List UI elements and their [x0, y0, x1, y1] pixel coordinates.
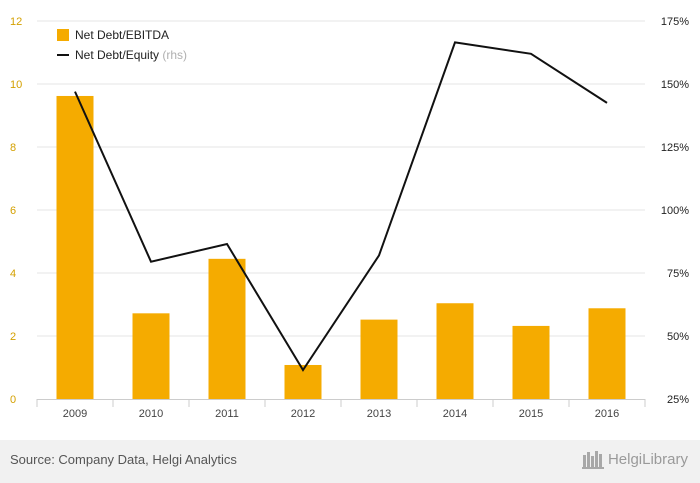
- x-tick-label: 2011: [215, 408, 239, 420]
- library-icon: [581, 451, 604, 469]
- y-right-tick-label: 25%: [667, 394, 689, 406]
- line-series: [74, 41, 608, 372]
- legend: Net Debt/EBITDA Net Debt/Equity (rhs): [57, 28, 187, 62]
- y-left-tick-label: 4: [10, 268, 16, 280]
- y-left-tick-label: 12: [10, 16, 22, 28]
- y-right-tick-label: 175%: [661, 16, 689, 28]
- y-left-tick-label: 6: [10, 205, 16, 217]
- legend-label: Net Debt/Equity (rhs): [75, 48, 187, 62]
- y-left-tick-label: 0: [10, 394, 16, 406]
- bar: [132, 313, 170, 399]
- bar: [588, 308, 626, 399]
- y-right-tick-label: 75%: [667, 268, 689, 280]
- y-right-tick-label: 100%: [661, 205, 689, 217]
- brand-logo: HelgiLibrary: [581, 449, 688, 469]
- bar: [436, 303, 474, 399]
- y-right-tick-label: 125%: [661, 142, 689, 154]
- y-left-tick-label: 10: [10, 79, 22, 91]
- y-right-tick-label: 50%: [667, 331, 689, 343]
- bar-series: [56, 95, 626, 399]
- x-tick-label: 2012: [291, 408, 315, 420]
- line-path: [74, 41, 608, 372]
- chart-svg: 0 2 4 6 8 10 12 25% 50% 75% 100% 125% 150% 175% 2009 20…: [10, 16, 689, 420]
- x-tick-label: 2009: [63, 408, 87, 420]
- y-left-tick-label: 2: [10, 331, 16, 343]
- bar: [512, 325, 550, 399]
- axes: 0 2 4 6 8 10 12 25% 50% 75% 100% 125% 150% 175% 2009 20…: [10, 16, 689, 420]
- bar: [56, 95, 94, 399]
- x-tick-label: 2015: [519, 408, 543, 420]
- source-note: Source: Company Data, Helgi Analytics: [10, 452, 237, 467]
- bar: [360, 319, 398, 399]
- y-right-tick-label: 150%: [661, 79, 689, 91]
- brand-name: HelgiLibrary: [607, 450, 688, 468]
- x-tick-label: 2013: [367, 408, 391, 420]
- bar: [208, 258, 246, 399]
- legend-swatch-bar: [57, 29, 69, 41]
- x-tick-label: 2016: [595, 408, 619, 420]
- legend-label: Net Debt/EBITDA: [75, 28, 169, 42]
- chart-area: 0 2 4 6 8 10 12 25% 50% 75% 100% 125% 150% 175% 2009 20…: [10, 16, 689, 420]
- x-tick-label: 2010: [139, 408, 163, 420]
- y-left-tick-label: 8: [10, 142, 16, 154]
- footer: Source: Company Data, Helgi Analytics He…: [0, 440, 700, 483]
- legend-rhs-note: (rhs): [162, 48, 187, 62]
- x-tick-label: 2014: [443, 408, 467, 420]
